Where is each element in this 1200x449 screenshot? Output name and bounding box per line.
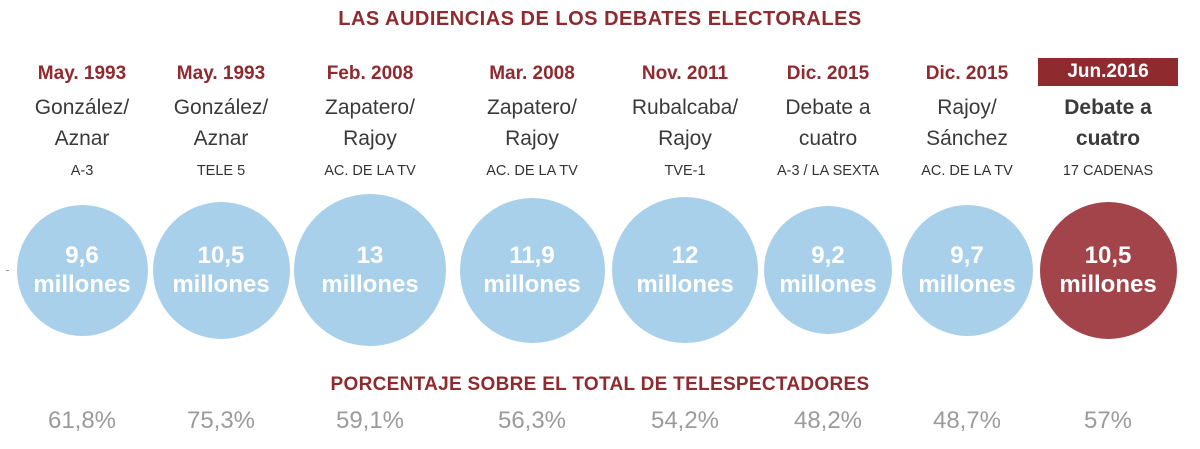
debate-participants: González/ Aznar — [34, 96, 130, 150]
bubble-unit: millones — [483, 271, 581, 298]
bubble-value: 9,2 — [811, 242, 845, 269]
audience-bubble: 13 millones — [294, 194, 446, 346]
debate-date: May. 1993 — [176, 63, 266, 84]
bubble-value: 10,5 — [197, 242, 245, 269]
bubble-value-label: 9,6 millones — [33, 241, 130, 299]
debate-channel: AC. DE LA TV — [324, 163, 416, 179]
debate-date: Dic. 2015 — [786, 63, 870, 84]
audience-bubble: 9,6 millones — [16, 204, 148, 336]
debate-participants: Zapatero/ Rajoy — [325, 96, 415, 150]
bubble-value: 9,6 — [65, 242, 99, 269]
debate-participants: Zapatero/ Rajoy — [487, 96, 577, 150]
chart-title: LAS AUDIENCIAS DE LOS DEBATES ELECTORALE… — [338, 8, 862, 30]
bubble-value: 9,7 — [950, 242, 984, 269]
debate-participants: Debate a cuatro — [785, 96, 871, 150]
audience-bubble: 10,5 millones — [152, 201, 290, 339]
bubble-value: 11,9 — [509, 242, 555, 269]
debate-column: May. 1993 González/ Aznar A-3 9,6 millones 61… — [7, 0, 157, 449]
debate-channel: A-3 / LA SEXTA — [776, 163, 880, 179]
debate-participants: Debate a cuatro — [1064, 96, 1152, 150]
debate-participants: González/ Aznar — [173, 96, 269, 150]
debate-column: Feb. 2008 Zapatero/ Rajoy AC. DE LA TV 13 mi… — [294, 0, 446, 449]
debate-date: Feb. 2008 — [326, 63, 414, 84]
audience-bubble: 12 millones — [612, 197, 758, 343]
debate-date: Dic. 2015 — [925, 63, 1009, 84]
debate-date: Jun.2016 — [1038, 58, 1178, 86]
audience-percentage: 56,3% — [497, 407, 567, 434]
bubble-value-label: 10,5 millones — [172, 241, 269, 299]
audience-bubble: 10,5 millones — [1039, 201, 1177, 339]
axis-tick-mark — [6, 270, 9, 271]
bubble-unit: millones — [172, 271, 270, 298]
bubble-unit: millones — [779, 271, 877, 298]
bubble-value-label: 13 millones — [321, 241, 418, 299]
bubble-value-label: 9,7 millones — [918, 241, 1015, 299]
debate-column: Nov. 2011 Rubalcaba/ Rajoy TVE-1 12 millones… — [610, 0, 760, 449]
debate-column: Jun.2016 Debate a cuatro 17 CADENAS 10,5 mil… — [1033, 0, 1183, 449]
debate-date: Mar. 2008 — [489, 63, 575, 84]
debate-column: May. 1993 González/ Aznar TELE 5 10,5 millon… — [146, 0, 296, 449]
debate-participants: Rubalcaba/ Rajoy — [631, 96, 739, 150]
debate-date: Nov. 2011 — [641, 63, 729, 84]
bubble-value-label: 12 millones — [636, 241, 733, 299]
audience-percentage: 75,3% — [186, 407, 256, 434]
audience-percentage: 54,2% — [650, 407, 720, 434]
bubble-unit: millones — [1059, 271, 1157, 298]
debate-channel: AC. DE LA TV — [921, 163, 1013, 179]
audience-bubble: 9,2 millones — [764, 206, 892, 334]
bubble-unit: millones — [636, 271, 734, 298]
bubble-unit: millones — [321, 271, 419, 298]
debate-channel: TVE-1 — [664, 163, 706, 179]
audience-percentage: 48,7% — [932, 407, 1002, 434]
debate-channel: 17 CADENAS — [1062, 163, 1154, 179]
debate-column: Mar. 2008 Zapatero/ Rajoy AC. DE LA TV 11,9… — [457, 0, 607, 449]
debate-channel: A-3 — [70, 163, 94, 179]
audience-percentage: 48,2% — [793, 407, 863, 434]
debate-participants: Rajoy/ Sánchez — [926, 96, 1008, 150]
audience-percentage: 59,1% — [335, 407, 405, 434]
audience-percentage: 61,8% — [47, 407, 117, 434]
bubble-value: 13 — [356, 242, 384, 269]
bubble-value: 10,5 — [1084, 242, 1132, 269]
debate-channel: TELE 5 — [196, 163, 246, 179]
debate-column: Dic. 2015 Rajoy/ Sánchez AC. DE LA TV 9,7 mi… — [892, 0, 1042, 449]
bubble-value: 12 — [671, 242, 699, 269]
percentage-subtitle: PORCENTAJE SOBRE EL TOTAL DE TELESPECTAD… — [330, 374, 870, 395]
bubble-value-label: 9,2 millones — [779, 241, 876, 299]
bubble-unit: millones — [33, 271, 131, 298]
debate-date: May. 1993 — [37, 63, 127, 84]
bubble-unit: millones — [918, 271, 1016, 298]
bubble-value-label: 11,9 millones — [483, 241, 580, 299]
debate-channel: AC. DE LA TV — [486, 163, 578, 179]
audience-percentage: 57% — [1083, 407, 1133, 434]
audience-bubble: 9,7 millones — [901, 204, 1033, 336]
audience-bubble: 11,9 millones — [459, 197, 605, 343]
debate-column: Dic. 2015 Debate a cuatro A-3 / LA SEXTA 9,… — [753, 0, 903, 449]
bubble-value-label: 10,5 millones — [1059, 241, 1156, 299]
